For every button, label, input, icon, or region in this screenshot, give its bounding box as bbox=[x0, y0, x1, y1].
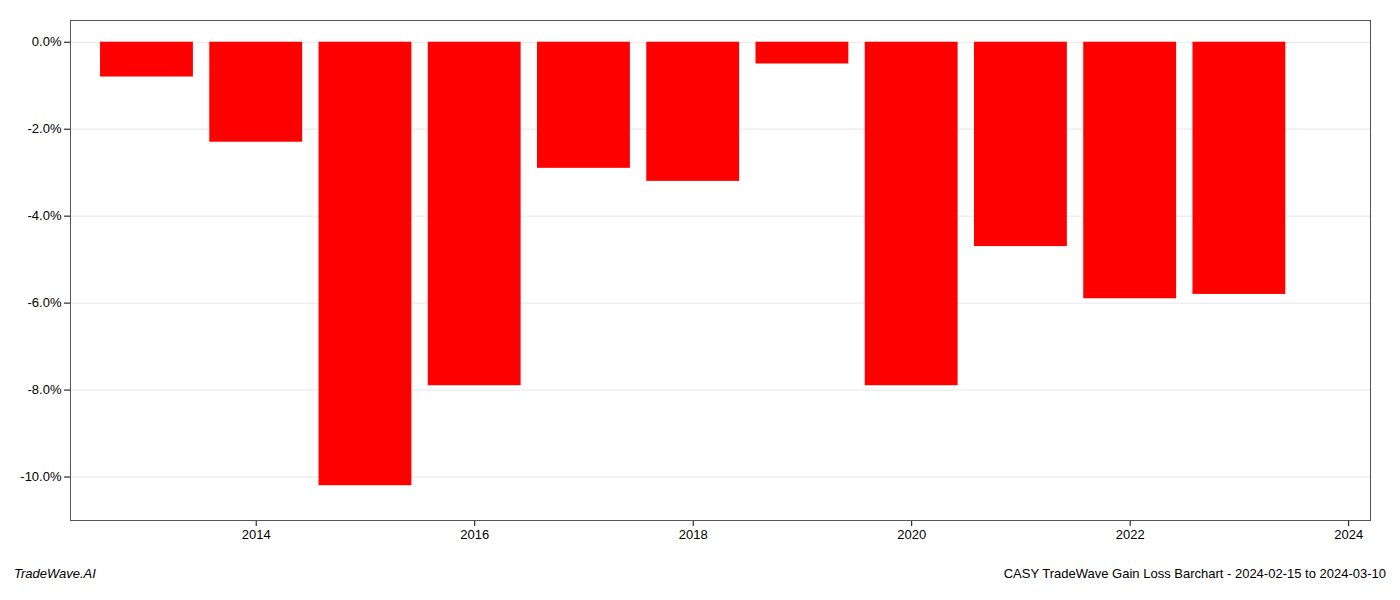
svg-text:-2.0%: -2.0% bbox=[28, 121, 62, 136]
svg-text:-10.0%: -10.0% bbox=[20, 469, 62, 484]
svg-text:2016: 2016 bbox=[460, 527, 489, 542]
svg-text:2018: 2018 bbox=[679, 527, 708, 542]
svg-text:2014: 2014 bbox=[242, 527, 271, 542]
svg-text:-4.0%: -4.0% bbox=[28, 208, 62, 223]
svg-text:2024: 2024 bbox=[1334, 527, 1363, 542]
html-text:TradeWave.AI: TradeWave.AI bbox=[14, 566, 96, 581]
svg-text:-8.0%: -8.0% bbox=[28, 382, 62, 397]
html-text:CASY TradeWave Gain Loss Barch: CASY TradeWave Gain Loss Barchart - 2024… bbox=[1003, 566, 1386, 581]
svg-text:2020: 2020 bbox=[897, 527, 926, 542]
svg-text:-6.0%: -6.0% bbox=[28, 295, 62, 310]
svg-text:0.0%: 0.0% bbox=[32, 34, 62, 49]
svg-text:2022: 2022 bbox=[1116, 527, 1145, 542]
